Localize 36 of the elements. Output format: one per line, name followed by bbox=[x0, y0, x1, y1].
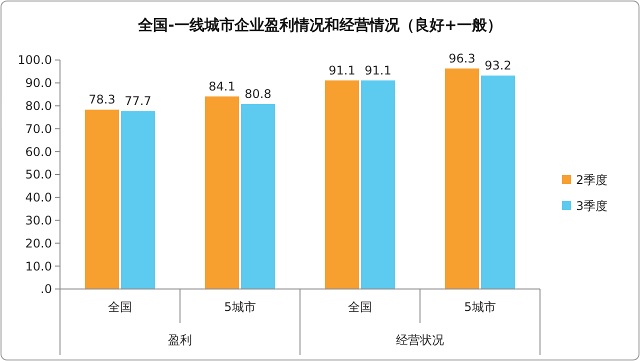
data-label: 80.8 bbox=[244, 86, 272, 101]
bar bbox=[361, 80, 395, 289]
data-label: 96.3 bbox=[448, 51, 476, 66]
legend-label: 2季度 bbox=[576, 173, 608, 188]
y-tick-label: 30.0 bbox=[25, 214, 52, 228]
data-label: 91.1 bbox=[364, 63, 392, 78]
data-label: 77.7 bbox=[124, 94, 152, 108]
bar bbox=[445, 68, 479, 289]
y-tick-label: 70.0 bbox=[25, 122, 52, 136]
y-tick-label: 10.0 bbox=[25, 259, 52, 274]
data-label: 93.2 bbox=[484, 58, 512, 73]
data-label: 84.1 bbox=[208, 79, 236, 94]
y-tick-label: 20.0 bbox=[25, 236, 52, 250]
x-tick-label: 全国 bbox=[108, 300, 132, 314]
bar bbox=[121, 111, 155, 289]
text: 盈利 bbox=[168, 333, 192, 347]
bar bbox=[85, 110, 119, 289]
bar bbox=[325, 80, 359, 289]
y-tick-label: .0 bbox=[40, 282, 52, 296]
y-tick-label: 50.0 bbox=[25, 168, 52, 182]
chart-title: 全国-一线城市企业盈利情况和经营情况（良好+一般） bbox=[137, 16, 502, 34]
data-label: 78.3 bbox=[88, 92, 116, 107]
y-tick-label: 90.0 bbox=[25, 76, 52, 90]
y-tick-label: 100.0 bbox=[18, 53, 52, 68]
text: 经营状况 bbox=[396, 333, 444, 347]
x-tick-label: 5城市 bbox=[224, 300, 256, 314]
bar bbox=[241, 104, 275, 289]
legend-label: 3季度 bbox=[576, 199, 608, 214]
y-tick-label: 60.0 bbox=[25, 144, 52, 159]
y-tick-label: 80.0 bbox=[25, 99, 52, 113]
bar bbox=[205, 96, 239, 289]
x-tick-label: 全国 bbox=[348, 300, 372, 314]
data-label: 91.1 bbox=[328, 63, 356, 78]
x-tick-label: 5城市 bbox=[464, 300, 496, 314]
y-tick-label: 40.0 bbox=[25, 190, 52, 205]
bar bbox=[481, 76, 515, 289]
